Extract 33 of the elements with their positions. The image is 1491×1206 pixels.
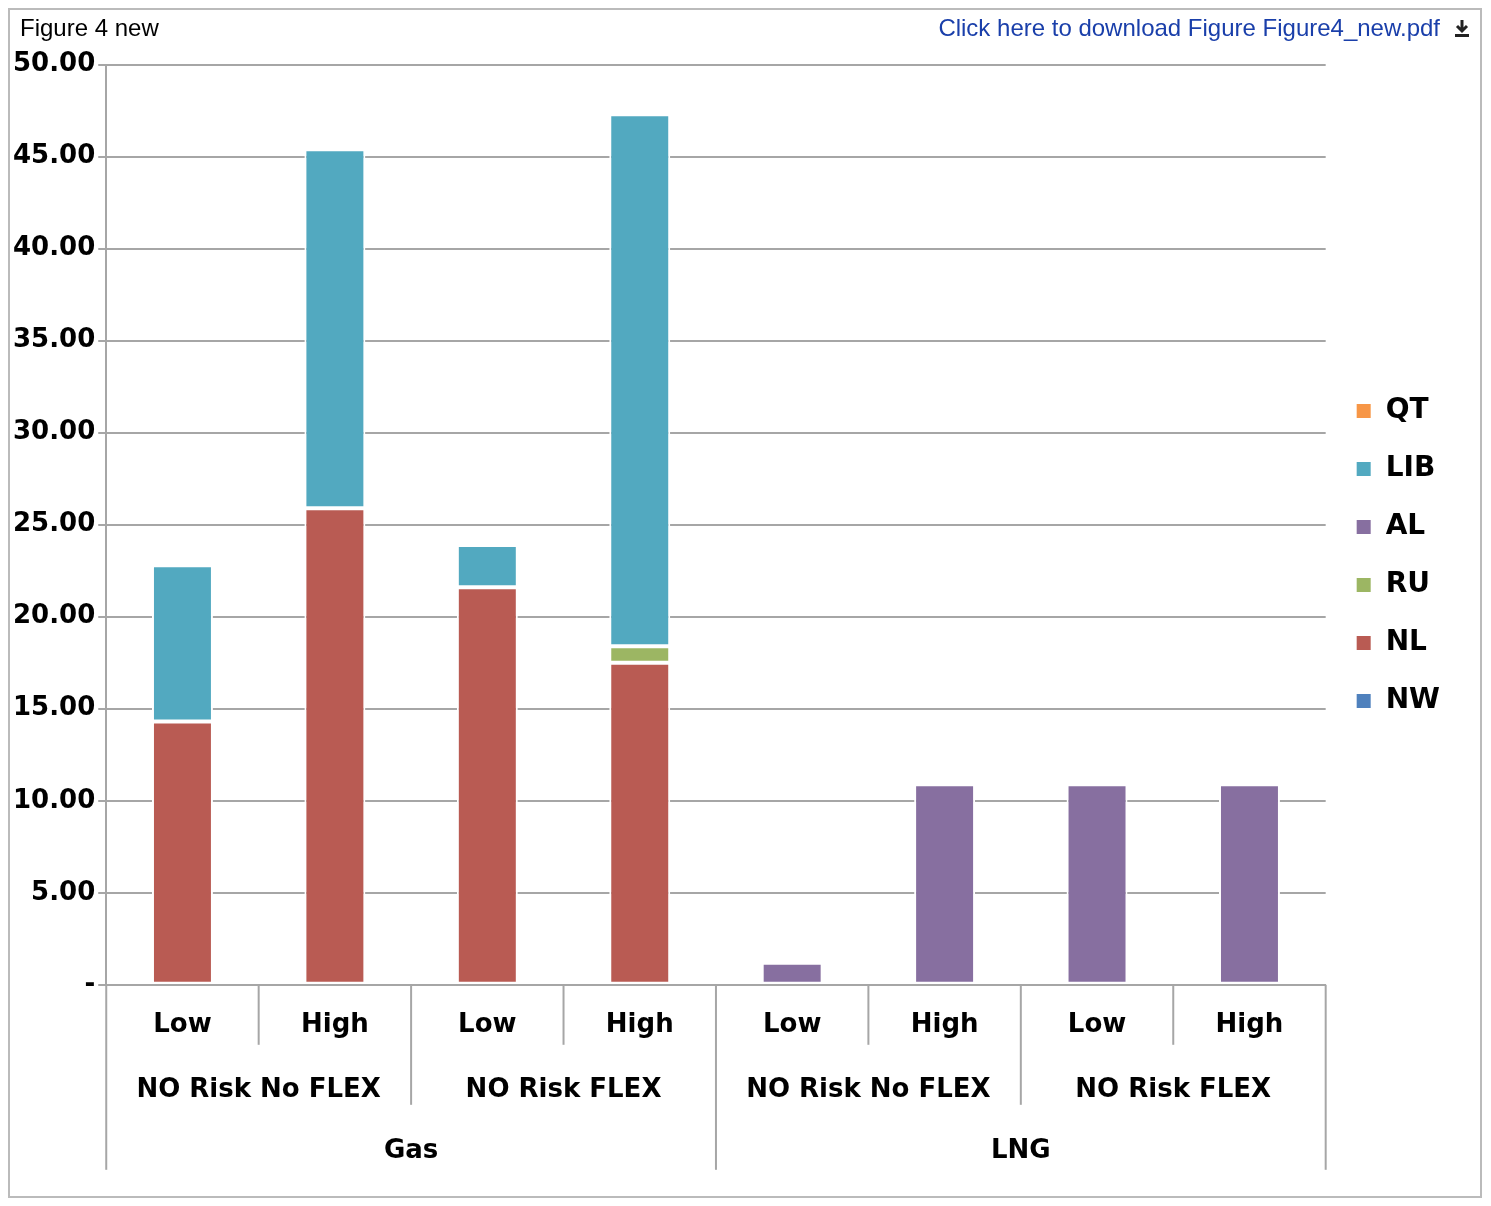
text: NO Risk FLEX	[465, 1072, 662, 1103]
text: NO Risk FLEX	[1075, 1072, 1272, 1103]
y-tick-label: 45.00	[12, 139, 96, 170]
x-tick-label: Low	[458, 1008, 517, 1039]
y-tick-label: 40.00	[12, 231, 96, 262]
legend-label: AL	[1385, 508, 1426, 542]
text: NO Risk No FLEX	[746, 1072, 991, 1103]
y-tick-label: 15.00	[12, 691, 96, 722]
y-tick-label: 10.00	[12, 783, 96, 814]
legend-label: QT	[1385, 392, 1429, 426]
text: NO Risk No FLEX	[136, 1072, 381, 1103]
text: Gas	[383, 1133, 439, 1164]
text: LNG	[990, 1133, 1051, 1164]
y-tick-label: 5.00	[31, 875, 96, 906]
y-tick-label: -	[84, 967, 96, 998]
y-tick-label: 30.00	[12, 415, 96, 446]
legend-label: NW	[1385, 682, 1441, 716]
y-tick-label: 35.00	[12, 323, 96, 354]
x-tick-label: Low	[1067, 1008, 1127, 1039]
y-tick-label: 50.00	[12, 47, 96, 78]
legend-label: NL	[1385, 624, 1428, 658]
caption: Figure 4 new	[20, 14, 159, 42]
y-tick-label: 20.00	[12, 599, 96, 630]
legend-label: LIB	[1385, 450, 1436, 484]
legend-label: RU	[1385, 566, 1430, 600]
x-tick-label: High	[300, 1008, 369, 1039]
x-tick-label: Low	[762, 1008, 822, 1039]
x-tick-label: Low	[153, 1008, 212, 1039]
y-tick-label: 25.00	[12, 507, 96, 538]
x-tick-label: High	[910, 1008, 979, 1039]
x-tick-label: High	[1215, 1008, 1284, 1039]
x-tick-label: High	[605, 1008, 674, 1039]
text: Click here to download Figure Figure4_new.pdf	[938, 14, 1440, 42]
